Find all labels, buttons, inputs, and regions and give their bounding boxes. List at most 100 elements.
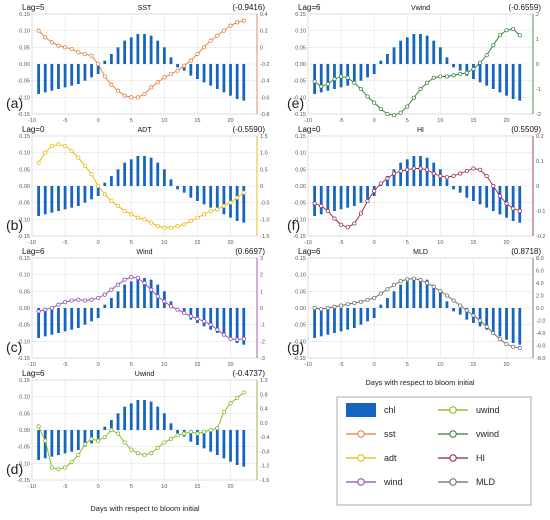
- chl-bar: [143, 34, 146, 64]
- adt-point: [49, 143, 54, 149]
- chl-bar: [149, 157, 153, 186]
- chl-bar: [472, 186, 475, 201]
- mld-point: [325, 305, 330, 311]
- chart-panel-g: 0.150.100.050.00-0.05-0.10-0.158.06.04.0…: [287, 247, 545, 368]
- right-tick-label: -8.0: [536, 356, 545, 362]
- right-tick-label: 1.0: [260, 151, 268, 157]
- left-tick-label: -0.10: [293, 217, 306, 223]
- hi-point: [339, 222, 344, 227]
- right-tick-label: -0.1: [536, 209, 545, 215]
- chl-bar: [209, 64, 213, 86]
- chl-bar: [359, 64, 363, 81]
- wind-point: [228, 336, 233, 341]
- left-tick-label: 0.05: [19, 411, 30, 417]
- x-axis-label-right: Days with respect to bloom initial: [365, 378, 475, 387]
- mld-point: [372, 295, 377, 301]
- left-tick-label: 0.10: [19, 395, 30, 401]
- chl-bar: [352, 64, 356, 84]
- hi-point: [418, 166, 423, 171]
- chl-bar: [103, 182, 107, 186]
- sst-point: [36, 28, 41, 33]
- x-tick-label: -10: [304, 240, 312, 246]
- x-tick-label: 5: [130, 484, 133, 490]
- hi-point: [358, 211, 363, 216]
- uwind-point: [129, 447, 134, 452]
- chl-bar: [116, 169, 120, 186]
- sst-point: [49, 40, 54, 45]
- chl-bar: [76, 308, 80, 328]
- chl-bar: [485, 64, 489, 86]
- chl-bar: [176, 186, 179, 190]
- chl-bar: [379, 60, 383, 64]
- chl-bar: [333, 308, 336, 333]
- right-tick-label: -1.2: [260, 464, 269, 470]
- left-tick-label: -0.15: [17, 112, 30, 118]
- legend-label-wind: wind: [383, 477, 403, 487]
- right-tick-label: 0: [260, 306, 263, 312]
- chl-bar: [96, 308, 100, 318]
- left-tick-label: -0.05: [17, 201, 30, 207]
- adt-point: [142, 217, 147, 222]
- left-tick-label: 0.00: [295, 62, 306, 68]
- uwind-point: [188, 429, 193, 434]
- left-tick-label: 0.15: [19, 378, 30, 384]
- hi-point: [365, 198, 370, 204]
- right-tick-label: -2: [536, 112, 541, 118]
- vwind-point: [365, 94, 370, 99]
- chl-bar: [339, 186, 343, 210]
- adt-point: [115, 203, 121, 209]
- chl-bar: [222, 64, 226, 93]
- uwind-point: [221, 410, 226, 415]
- chl-bar: [419, 156, 422, 186]
- chl-bar: [511, 308, 515, 343]
- panel-letter: (c): [6, 339, 22, 355]
- right-tick-label: 4.0: [536, 281, 544, 287]
- uwind-point: [102, 435, 107, 440]
- chl-bar: [339, 308, 343, 332]
- right-tick-label: -0.2: [260, 62, 269, 68]
- chl-bar: [123, 162, 127, 186]
- adt-point: [36, 160, 41, 165]
- chl-bar: [57, 430, 60, 455]
- left-tick-label: 0.00: [19, 428, 30, 434]
- chl-bar: [90, 186, 93, 200]
- uwind-point: [43, 438, 48, 443]
- chl-bar: [465, 308, 469, 320]
- chl-bar: [116, 413, 120, 430]
- chl-bar: [143, 156, 146, 186]
- x-tick-label: -5: [339, 362, 344, 368]
- correlation-label: (-0.4737): [233, 369, 266, 378]
- right-tick-label: 1: [536, 37, 539, 43]
- adt-point: [195, 215, 200, 220]
- right-tick-label: -6.0: [536, 344, 545, 350]
- hi-point: [372, 188, 377, 194]
- chl-bar: [359, 308, 363, 325]
- wind-point: [195, 316, 200, 321]
- mld-point: [484, 324, 489, 329]
- wind-point: [188, 314, 193, 319]
- x-tick-label: -5: [63, 240, 68, 246]
- sst-point: [162, 75, 167, 80]
- vwind-point: [385, 111, 390, 117]
- chl-bar: [215, 64, 219, 89]
- chl-bar: [196, 64, 199, 79]
- chl-bar: [326, 186, 330, 213]
- hi-point: [471, 166, 476, 171]
- adt-point: [241, 190, 246, 195]
- wind-point: [102, 292, 107, 297]
- left-tick-label: -0.15: [293, 234, 306, 240]
- sst-point: [155, 80, 160, 85]
- chl-bar: [399, 40, 403, 64]
- chl-bar: [123, 40, 127, 64]
- chl-bar: [143, 278, 146, 308]
- x-tick-label: 5: [406, 118, 409, 124]
- chl-bar: [346, 64, 350, 86]
- right-tick-label: -0.4: [260, 435, 269, 441]
- chl-bar: [333, 186, 336, 211]
- vwind-point: [444, 74, 450, 79]
- chl-bar: [438, 47, 442, 64]
- chl-bar: [359, 186, 363, 203]
- chl-bar: [215, 186, 219, 211]
